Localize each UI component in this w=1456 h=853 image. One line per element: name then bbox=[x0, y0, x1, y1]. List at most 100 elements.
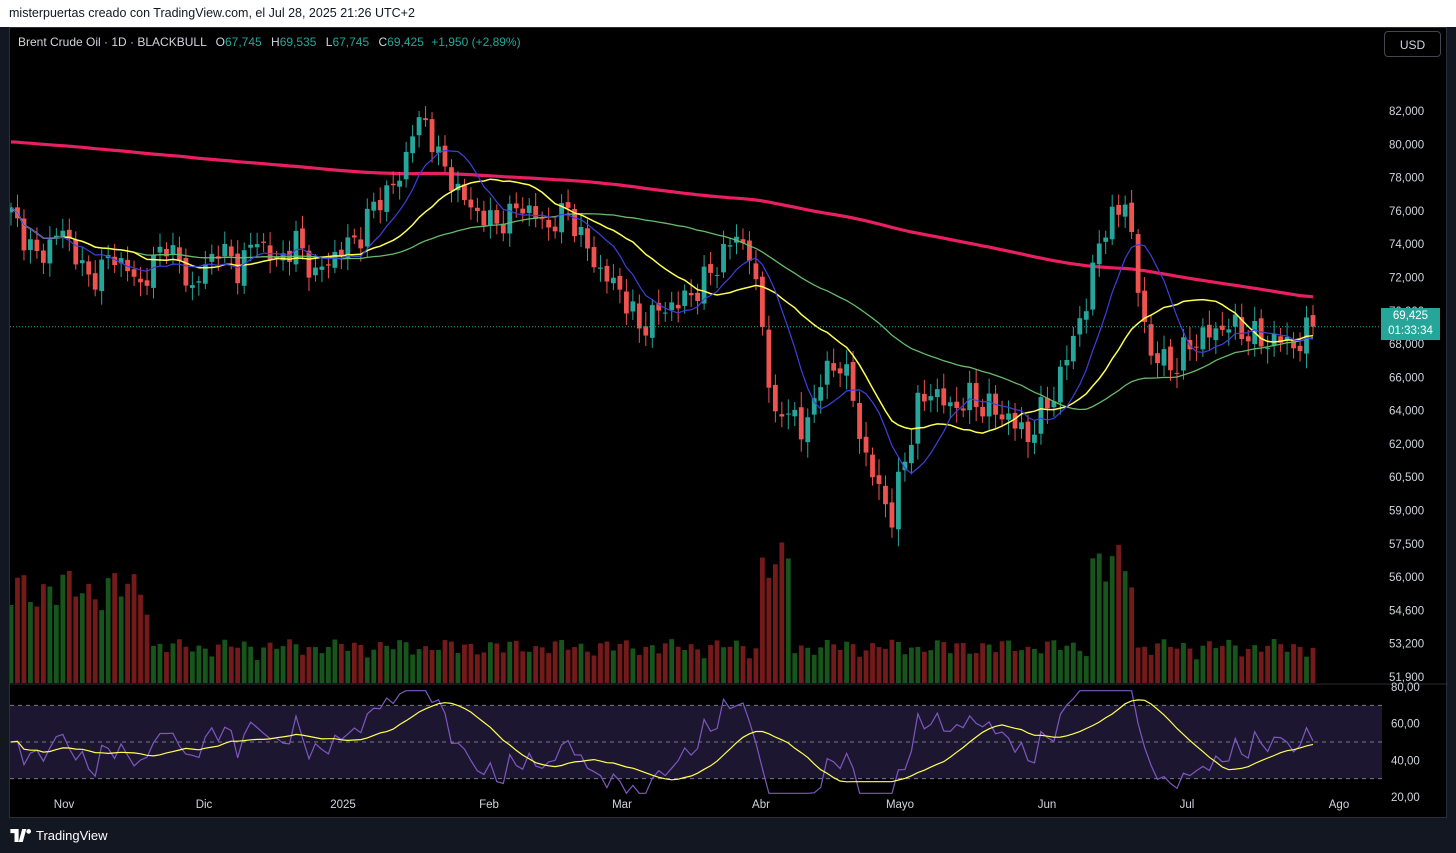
candle-body bbox=[274, 257, 279, 259]
candle-body bbox=[338, 249, 344, 257]
volume-bar bbox=[708, 645, 713, 683]
bar-countdown: 01:33:34 bbox=[1388, 325, 1433, 337]
candle-body bbox=[578, 226, 584, 235]
candle-body bbox=[986, 393, 992, 417]
volume-bar bbox=[824, 639, 830, 683]
candle-body bbox=[358, 239, 364, 249]
rsi-band bbox=[10, 705, 1382, 779]
symbol-name[interactable]: Brent Crude Oil · 1D · BLACKBULL bbox=[18, 35, 207, 49]
volume-bar bbox=[228, 646, 234, 683]
candle-body bbox=[112, 256, 118, 266]
volume-bar bbox=[390, 649, 396, 683]
candle-body bbox=[753, 263, 759, 280]
volume-bar bbox=[870, 643, 875, 683]
candle-body bbox=[779, 414, 785, 417]
candle-body bbox=[1168, 346, 1173, 371]
volume-bar bbox=[92, 599, 98, 683]
time-tick-label: Nov bbox=[54, 799, 75, 811]
high-label: H bbox=[271, 35, 280, 49]
volume-bar bbox=[1219, 646, 1225, 683]
candle-body bbox=[371, 201, 377, 211]
candle-body bbox=[649, 305, 655, 338]
volume-bar bbox=[1032, 648, 1037, 683]
candle-body bbox=[1245, 336, 1251, 342]
candle-body bbox=[934, 389, 940, 398]
candle-body bbox=[1064, 360, 1070, 366]
volume-bar bbox=[818, 647, 824, 683]
volume-bar bbox=[481, 652, 487, 683]
volume-bar bbox=[1297, 646, 1303, 683]
candle-body bbox=[293, 230, 299, 265]
volume-bar bbox=[125, 583, 130, 683]
time-tick-label: Dic bbox=[196, 799, 213, 811]
candle-body bbox=[487, 210, 493, 226]
volume-bar bbox=[636, 654, 642, 683]
time-tick-label: Mayo bbox=[886, 799, 914, 811]
volume-bar bbox=[60, 574, 66, 683]
candle-body bbox=[21, 218, 27, 251]
volume-bar bbox=[403, 642, 409, 683]
candle-body bbox=[889, 502, 895, 528]
volume-bar bbox=[792, 653, 798, 683]
candle-body bbox=[1129, 202, 1135, 233]
volume-bar bbox=[889, 639, 895, 683]
candle-body bbox=[760, 276, 765, 328]
candle-body bbox=[1038, 397, 1044, 434]
volume-bar bbox=[1226, 639, 1232, 683]
candle-body bbox=[585, 228, 590, 249]
candle-body bbox=[857, 402, 862, 439]
volume-bar bbox=[1265, 645, 1271, 683]
candle-body bbox=[1148, 324, 1154, 356]
volume-bar bbox=[1109, 556, 1115, 683]
volume-bar bbox=[1206, 641, 1212, 683]
volume-bar bbox=[1174, 648, 1180, 683]
volume-bar bbox=[837, 649, 843, 683]
volume-bar bbox=[1096, 553, 1102, 683]
currency-button[interactable]: USD bbox=[1384, 31, 1441, 57]
volume-bar bbox=[196, 645, 202, 683]
volume-bar bbox=[1129, 587, 1135, 683]
candle-body bbox=[397, 180, 403, 187]
volume-bar bbox=[1064, 645, 1070, 683]
candle-body bbox=[837, 368, 843, 374]
candle-body bbox=[831, 363, 837, 371]
volume-bar bbox=[721, 647, 726, 683]
volume-bar bbox=[753, 648, 759, 683]
candle-body bbox=[792, 409, 798, 417]
volume-bar bbox=[28, 601, 33, 683]
candle-body bbox=[1278, 336, 1284, 343]
tradingview-icon bbox=[10, 829, 32, 842]
chart-frame[interactable]: 82,00080,00078,00076,00074,00072,00070,0… bbox=[9, 27, 1448, 819]
low-value: 67,745 bbox=[332, 35, 370, 49]
candle-body bbox=[423, 118, 428, 121]
tradingview-logo[interactable]: TradingView bbox=[10, 828, 108, 843]
candle-body bbox=[1161, 349, 1167, 366]
candle-body bbox=[1006, 413, 1011, 420]
volume-bar bbox=[371, 649, 377, 683]
candle-body bbox=[248, 244, 254, 248]
open-value: 67,745 bbox=[224, 35, 262, 49]
volume-bar bbox=[248, 646, 254, 683]
volume-bar bbox=[1200, 645, 1206, 683]
volume-bar bbox=[151, 645, 156, 683]
candle-body bbox=[870, 454, 875, 478]
volume-bar bbox=[1070, 642, 1076, 683]
candle-body bbox=[805, 417, 811, 443]
candle-body bbox=[811, 398, 817, 415]
volume-bar bbox=[313, 647, 318, 683]
volume-bar bbox=[468, 643, 474, 683]
volume-bar bbox=[656, 653, 662, 683]
volume-bar bbox=[993, 652, 998, 683]
volume-bar bbox=[215, 644, 221, 683]
volume-bar bbox=[649, 645, 655, 683]
volume-bar bbox=[293, 644, 299, 683]
volume-bar bbox=[896, 641, 901, 683]
chart-canvas[interactable]: 82,00080,00078,00076,00074,00072,00070,0… bbox=[10, 28, 1448, 819]
candle-body bbox=[546, 219, 552, 228]
volume-bar bbox=[682, 649, 688, 683]
volume-bar bbox=[15, 577, 20, 683]
candle-body bbox=[630, 301, 636, 312]
price-tick-label: 66,000 bbox=[1389, 372, 1424, 384]
volume-bar bbox=[442, 640, 448, 683]
volume-bar bbox=[306, 647, 312, 683]
